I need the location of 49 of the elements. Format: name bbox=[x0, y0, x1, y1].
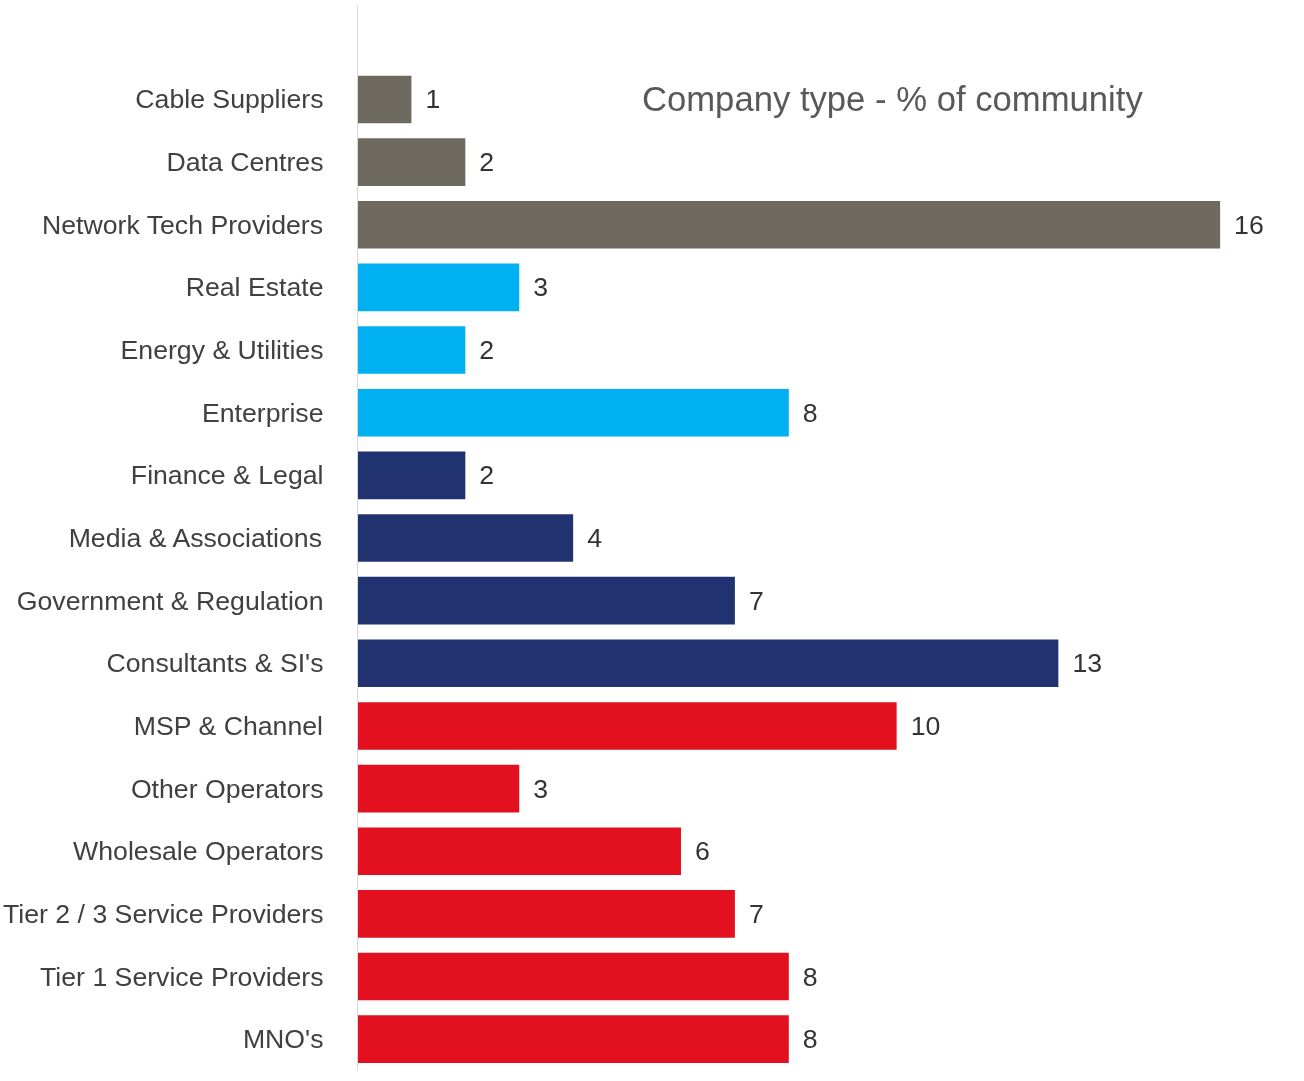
data-label: 16 bbox=[1234, 209, 1264, 240]
data-label: 8 bbox=[802, 961, 818, 992]
bar bbox=[357, 200, 1221, 249]
y-tick-label: Media & Associations bbox=[68, 523, 323, 553]
data-label: 10 bbox=[910, 710, 941, 741]
y-tick-label: Government & Regulation bbox=[16, 585, 324, 616]
bar bbox=[357, 576, 735, 625]
data-label: 7 bbox=[748, 585, 764, 616]
y-tick-label: Wholesale Operators bbox=[73, 836, 324, 867]
data-label: 13 bbox=[1072, 648, 1103, 679]
bar bbox=[357, 451, 466, 500]
y-tick-label: Network Tech Providers bbox=[42, 209, 324, 240]
data-label: 3 bbox=[533, 272, 549, 303]
data-label: 8 bbox=[802, 1024, 818, 1055]
bar bbox=[357, 514, 574, 562]
bar bbox=[357, 388, 789, 437]
y-tick-label: MNO's bbox=[242, 1024, 324, 1055]
bar bbox=[357, 639, 1059, 688]
y-tick-label: Energy & Utilities bbox=[120, 335, 324, 366]
y-tick-label: Enterprise bbox=[202, 397, 324, 428]
data-label: 3 bbox=[533, 773, 549, 804]
bar bbox=[357, 827, 681, 876]
bar bbox=[357, 138, 466, 186]
bar bbox=[357, 702, 897, 750]
data-label: 1 bbox=[425, 84, 441, 115]
data-label: 2 bbox=[479, 460, 495, 491]
bar bbox=[357, 952, 789, 1001]
y-tick-label: Other Operators bbox=[130, 773, 324, 804]
data-label: 7 bbox=[748, 898, 764, 929]
bar bbox=[357, 263, 520, 312]
y-tick-label: Real Estate bbox=[185, 272, 324, 303]
data-label: 4 bbox=[587, 523, 603, 553]
data-label: 2 bbox=[479, 147, 495, 178]
bar bbox=[357, 890, 735, 938]
y-tick-label: Finance & Legal bbox=[130, 460, 324, 491]
y-tick-label: MSP & Channel bbox=[133, 710, 324, 741]
y-tick-label: Tier 1 Service Providers bbox=[40, 961, 324, 992]
y-tick-label: Consultants & SI's bbox=[106, 648, 324, 679]
bar bbox=[357, 75, 412, 124]
bar bbox=[357, 764, 520, 813]
y-tick-label: Tier 2 / 3 Service Providers bbox=[3, 898, 324, 929]
bar bbox=[357, 1015, 789, 1063]
data-label: 6 bbox=[694, 836, 710, 867]
data-label: 8 bbox=[802, 397, 818, 428]
data-label: 2 bbox=[479, 335, 495, 366]
chart-title: Company type - % of community bbox=[641, 80, 1144, 119]
y-tick-label: Data Centres bbox=[166, 147, 324, 178]
bar bbox=[357, 326, 466, 374]
y-tick-label: Cable Suppliers bbox=[135, 84, 324, 115]
